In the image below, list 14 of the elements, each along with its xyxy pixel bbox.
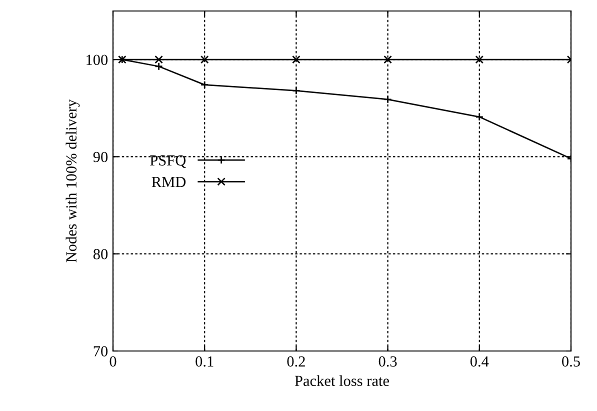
x-tick-label: 0.5	[562, 356, 580, 367]
y-axis-title: Nodes with 100% delivery	[66, 99, 80, 262]
x-tick-label: 0.2	[287, 356, 305, 367]
y-tick-label: 90	[93, 152, 108, 162]
y-tick-label: 80	[93, 249, 108, 260]
x-tick-label: 0	[110, 356, 116, 367]
legend-label: RMD	[152, 177, 186, 188]
x-tick-label: 0.1	[196, 356, 214, 367]
x-tick-label: 0.3	[378, 356, 397, 367]
y-tick-label: 100	[86, 54, 108, 66]
x-axis-title: Packet loss rate	[294, 375, 389, 386]
y-tick-label: 70	[94, 346, 108, 356]
legend-label: PSFQ	[150, 155, 186, 168]
x-tick-label: 0.4	[470, 356, 489, 367]
